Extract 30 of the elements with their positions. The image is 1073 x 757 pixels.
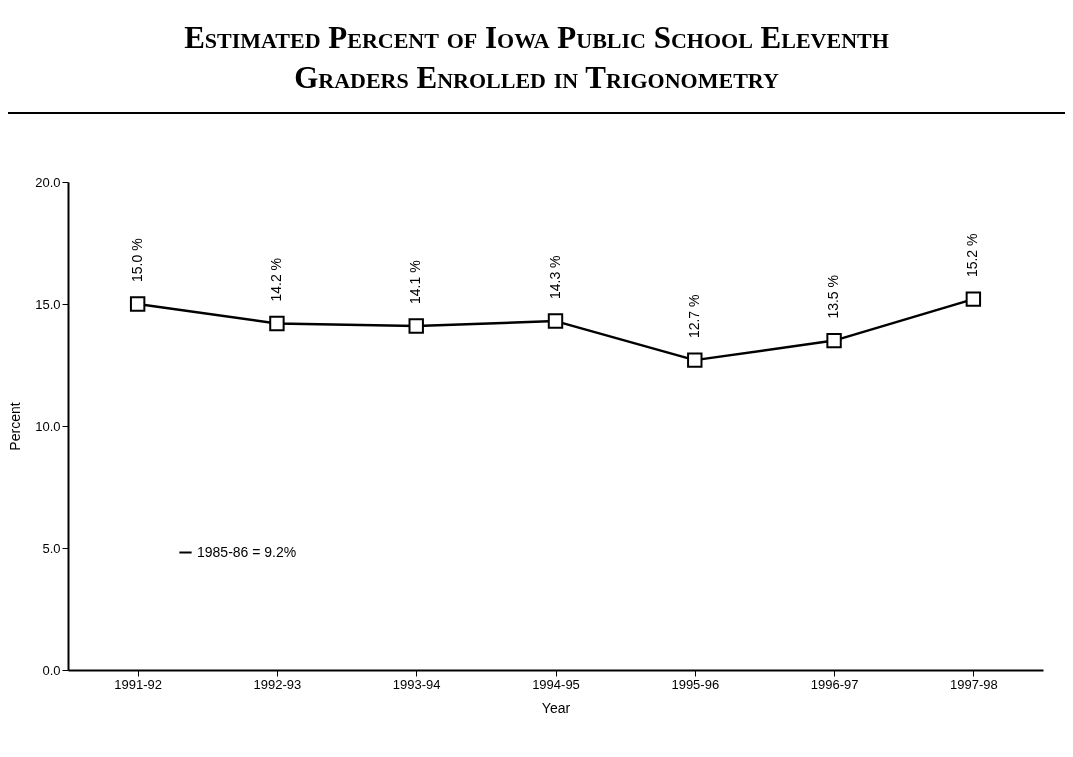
x-axis-title: Year [541, 699, 571, 716]
data-label: 15.2 % [964, 233, 981, 278]
point [965, 291, 982, 307]
x-tick-label: 1996-97 [810, 676, 859, 692]
x-tick-label: 1993-94 [392, 676, 441, 692]
y-tick-label: 20.0 [35, 174, 61, 190]
y-tick-label: 0.0 [42, 662, 61, 678]
point [408, 318, 424, 334]
y-axis-title: Percent [7, 402, 24, 451]
chart-title: Estimated Percent of Iowa Public School Eleventh Graders Enrolled in Trigonometry [183, 19, 890, 97]
x-tick-label: 1995-96 [671, 676, 720, 692]
point [826, 332, 842, 349]
point [269, 315, 285, 332]
data-label: 14.2 % [267, 257, 284, 302]
data-label: 15.0 % [128, 238, 145, 282]
legend-label: 1985-86 = 9.2% [197, 543, 297, 560]
y-tick-label: 15.0 [35, 296, 61, 312]
x-tick-label: 1997-98 [950, 676, 998, 692]
point [687, 352, 703, 368]
data-label: 12.7 % [685, 294, 702, 339]
point [547, 313, 564, 329]
y-tick-label: 5.0 [42, 540, 61, 556]
data-label: 13.5 % [825, 275, 842, 319]
x-tick-label: 1991-92 [114, 676, 162, 692]
x-tick-label: 1992-93 [253, 676, 302, 692]
y-tick-label: 10.0 [35, 418, 61, 434]
point [129, 296, 146, 312]
x-tick-label: 1994-95 [532, 676, 580, 692]
data-label: 14.3 % [546, 255, 563, 300]
data-label: 14.1 % [407, 260, 424, 304]
